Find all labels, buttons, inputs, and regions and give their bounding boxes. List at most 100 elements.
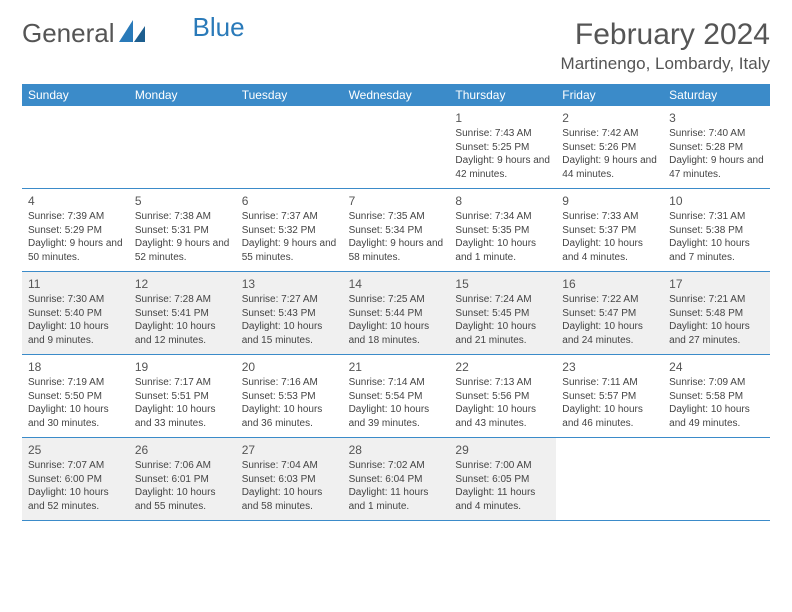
daylight-line: Daylight: 10 hours and 18 minutes.	[349, 320, 444, 347]
day-header: Tuesday	[236, 84, 343, 106]
sunrise-line: Sunrise: 7:13 AM	[455, 376, 550, 390]
sunrise-line: Sunrise: 7:37 AM	[242, 210, 337, 224]
logo-sail-icon	[119, 18, 147, 49]
sunrise-line: Sunrise: 7:31 AM	[669, 210, 764, 224]
daylight-line: Daylight: 10 hours and 27 minutes.	[669, 320, 764, 347]
day-number: 7	[349, 193, 444, 209]
sunset-line: Sunset: 5:43 PM	[242, 307, 337, 321]
calendar-cell: 13Sunrise: 7:27 AMSunset: 5:43 PMDayligh…	[236, 272, 343, 354]
day-number: 17	[669, 276, 764, 292]
daylight-line: Daylight: 10 hours and 30 minutes.	[28, 403, 123, 430]
day-number: 2	[562, 110, 657, 126]
sunrise-line: Sunrise: 7:17 AM	[135, 376, 230, 390]
calendar-cell: 4Sunrise: 7:39 AMSunset: 5:29 PMDaylight…	[22, 189, 129, 271]
sunrise-line: Sunrise: 7:11 AM	[562, 376, 657, 390]
calendar-cell: 1Sunrise: 7:43 AMSunset: 5:25 PMDaylight…	[449, 106, 556, 188]
calendar-cell: 11Sunrise: 7:30 AMSunset: 5:40 PMDayligh…	[22, 272, 129, 354]
day-number: 3	[669, 110, 764, 126]
day-number: 10	[669, 193, 764, 209]
sunrise-line: Sunrise: 7:21 AM	[669, 293, 764, 307]
calendar-week: 25Sunrise: 7:07 AMSunset: 6:00 PMDayligh…	[22, 438, 770, 521]
sunrise-line: Sunrise: 7:22 AM	[562, 293, 657, 307]
sunrise-line: Sunrise: 7:39 AM	[28, 210, 123, 224]
daylight-line: Daylight: 10 hours and 7 minutes.	[669, 237, 764, 264]
calendar-cell: 22Sunrise: 7:13 AMSunset: 5:56 PMDayligh…	[449, 355, 556, 437]
daylight-line: Daylight: 10 hours and 9 minutes.	[28, 320, 123, 347]
daylight-line: Daylight: 10 hours and 21 minutes.	[455, 320, 550, 347]
day-header-row: SundayMondayTuesdayWednesdayThursdayFrid…	[22, 84, 770, 106]
calendar-cell: 8Sunrise: 7:34 AMSunset: 5:35 PMDaylight…	[449, 189, 556, 271]
calendar-cell: 29Sunrise: 7:00 AMSunset: 6:05 PMDayligh…	[449, 438, 556, 520]
sunset-line: Sunset: 5:25 PM	[455, 141, 550, 155]
day-number: 11	[28, 276, 123, 292]
logo-text-blue: Blue	[193, 12, 245, 43]
day-number: 24	[669, 359, 764, 375]
sunrise-line: Sunrise: 7:27 AM	[242, 293, 337, 307]
day-number: 14	[349, 276, 444, 292]
sunset-line: Sunset: 5:54 PM	[349, 390, 444, 404]
daylight-line: Daylight: 9 hours and 50 minutes.	[28, 237, 123, 264]
sunset-line: Sunset: 5:48 PM	[669, 307, 764, 321]
day-number: 5	[135, 193, 230, 209]
sunset-line: Sunset: 5:32 PM	[242, 224, 337, 238]
calendar-week: 4Sunrise: 7:39 AMSunset: 5:29 PMDaylight…	[22, 189, 770, 272]
sunrise-line: Sunrise: 7:34 AM	[455, 210, 550, 224]
sunset-line: Sunset: 5:38 PM	[669, 224, 764, 238]
calendar-cell-empty	[556, 438, 663, 520]
sunrise-line: Sunrise: 7:25 AM	[349, 293, 444, 307]
calendar-cell: 7Sunrise: 7:35 AMSunset: 5:34 PMDaylight…	[343, 189, 450, 271]
sunset-line: Sunset: 5:58 PM	[669, 390, 764, 404]
day-number: 28	[349, 442, 444, 458]
calendar-cell: 14Sunrise: 7:25 AMSunset: 5:44 PMDayligh…	[343, 272, 450, 354]
sunrise-line: Sunrise: 7:00 AM	[455, 459, 550, 473]
daylight-line: Daylight: 10 hours and 46 minutes.	[562, 403, 657, 430]
location: Martinengo, Lombardy, Italy	[561, 54, 770, 74]
sunrise-line: Sunrise: 7:35 AM	[349, 210, 444, 224]
day-number: 13	[242, 276, 337, 292]
sunrise-line: Sunrise: 7:19 AM	[28, 376, 123, 390]
day-number: 25	[28, 442, 123, 458]
sunrise-line: Sunrise: 7:04 AM	[242, 459, 337, 473]
sunset-line: Sunset: 5:56 PM	[455, 390, 550, 404]
sunrise-line: Sunrise: 7:07 AM	[28, 459, 123, 473]
sunset-line: Sunset: 5:40 PM	[28, 307, 123, 321]
sunrise-line: Sunrise: 7:28 AM	[135, 293, 230, 307]
calendar-cell-empty	[129, 106, 236, 188]
daylight-line: Daylight: 10 hours and 1 minute.	[455, 237, 550, 264]
day-header: Sunday	[22, 84, 129, 106]
sunset-line: Sunset: 5:44 PM	[349, 307, 444, 321]
day-number: 22	[455, 359, 550, 375]
sunrise-line: Sunrise: 7:40 AM	[669, 127, 764, 141]
calendar-week: 1Sunrise: 7:43 AMSunset: 5:25 PMDaylight…	[22, 106, 770, 189]
sunset-line: Sunset: 5:29 PM	[28, 224, 123, 238]
sunset-line: Sunset: 5:28 PM	[669, 141, 764, 155]
daylight-line: Daylight: 9 hours and 44 minutes.	[562, 154, 657, 181]
calendar-cell: 16Sunrise: 7:22 AMSunset: 5:47 PMDayligh…	[556, 272, 663, 354]
daylight-line: Daylight: 9 hours and 47 minutes.	[669, 154, 764, 181]
sunrise-line: Sunrise: 7:33 AM	[562, 210, 657, 224]
calendar-cell: 17Sunrise: 7:21 AMSunset: 5:48 PMDayligh…	[663, 272, 770, 354]
sunrise-line: Sunrise: 7:14 AM	[349, 376, 444, 390]
sunset-line: Sunset: 5:34 PM	[349, 224, 444, 238]
sunset-line: Sunset: 5:31 PM	[135, 224, 230, 238]
day-number: 15	[455, 276, 550, 292]
daylight-line: Daylight: 10 hours and 12 minutes.	[135, 320, 230, 347]
day-number: 21	[349, 359, 444, 375]
calendar-cell: 25Sunrise: 7:07 AMSunset: 6:00 PMDayligh…	[22, 438, 129, 520]
calendar-cell: 28Sunrise: 7:02 AMSunset: 6:04 PMDayligh…	[343, 438, 450, 520]
calendar-cell: 20Sunrise: 7:16 AMSunset: 5:53 PMDayligh…	[236, 355, 343, 437]
day-number: 26	[135, 442, 230, 458]
sunrise-line: Sunrise: 7:09 AM	[669, 376, 764, 390]
calendar-cell: 23Sunrise: 7:11 AMSunset: 5:57 PMDayligh…	[556, 355, 663, 437]
daylight-line: Daylight: 10 hours and 52 minutes.	[28, 486, 123, 513]
calendar-cell: 18Sunrise: 7:19 AMSunset: 5:50 PMDayligh…	[22, 355, 129, 437]
sunset-line: Sunset: 5:50 PM	[28, 390, 123, 404]
day-number: 29	[455, 442, 550, 458]
day-header: Wednesday	[343, 84, 450, 106]
calendar-cell: 6Sunrise: 7:37 AMSunset: 5:32 PMDaylight…	[236, 189, 343, 271]
sunset-line: Sunset: 6:04 PM	[349, 473, 444, 487]
daylight-line: Daylight: 10 hours and 33 minutes.	[135, 403, 230, 430]
day-number: 1	[455, 110, 550, 126]
daylight-line: Daylight: 10 hours and 4 minutes.	[562, 237, 657, 264]
daylight-line: Daylight: 10 hours and 58 minutes.	[242, 486, 337, 513]
